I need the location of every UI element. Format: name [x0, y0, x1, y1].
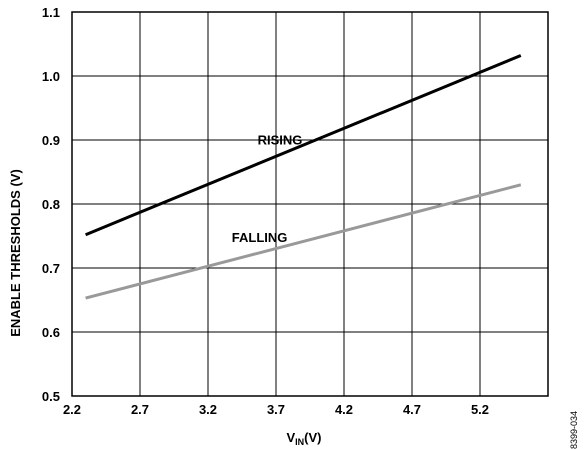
x-tick-label: 5.2 — [471, 402, 489, 417]
grid — [72, 12, 548, 396]
y-axis-title: ENABLE THRESHOLDS (V) — [8, 169, 23, 337]
series-line-falling — [85, 183, 522, 300]
x-axis-title: VIN(V) — [286, 430, 321, 447]
y-tick-label: 0.8 — [42, 197, 60, 212]
plot-frame — [71, 11, 549, 397]
y-tick-label: 0.7 — [42, 261, 60, 276]
y-tick-label: 1.1 — [42, 5, 60, 20]
y-tick-label: 0.5 — [42, 389, 60, 404]
figure-id: 8399-034 — [569, 411, 579, 449]
y-tick-label: 0.6 — [42, 325, 60, 340]
series-label-rising: RISING — [258, 132, 303, 147]
x-tick-label: 4.7 — [403, 402, 421, 417]
series-lines — [85, 54, 522, 300]
y-tick-label: 1.0 — [42, 69, 60, 84]
series-line-rising — [85, 54, 522, 237]
x-axis-title-main: V — [286, 430, 295, 445]
x-tick-label: 4.2 — [335, 402, 353, 417]
y-tick-label: 0.9 — [42, 133, 60, 148]
x-tick-label: 3.2 — [199, 402, 217, 417]
series-label-falling: FALLING — [232, 230, 288, 245]
x-tick-label: 3.7 — [267, 402, 285, 417]
series-labels: RISING FALLING — [232, 132, 303, 245]
y-tick-labels: 0.5 0.6 0.7 0.8 0.9 1.0 1.1 — [42, 5, 60, 404]
x-axis-title-subscript: IN — [295, 437, 304, 447]
x-tick-label: 2.7 — [131, 402, 149, 417]
x-axis-title-unit: (V) — [304, 430, 321, 445]
x-tick-labels: 2.2 2.7 3.2 3.7 4.2 4.7 5.2 — [63, 402, 489, 417]
x-tick-label: 2.2 — [63, 402, 81, 417]
